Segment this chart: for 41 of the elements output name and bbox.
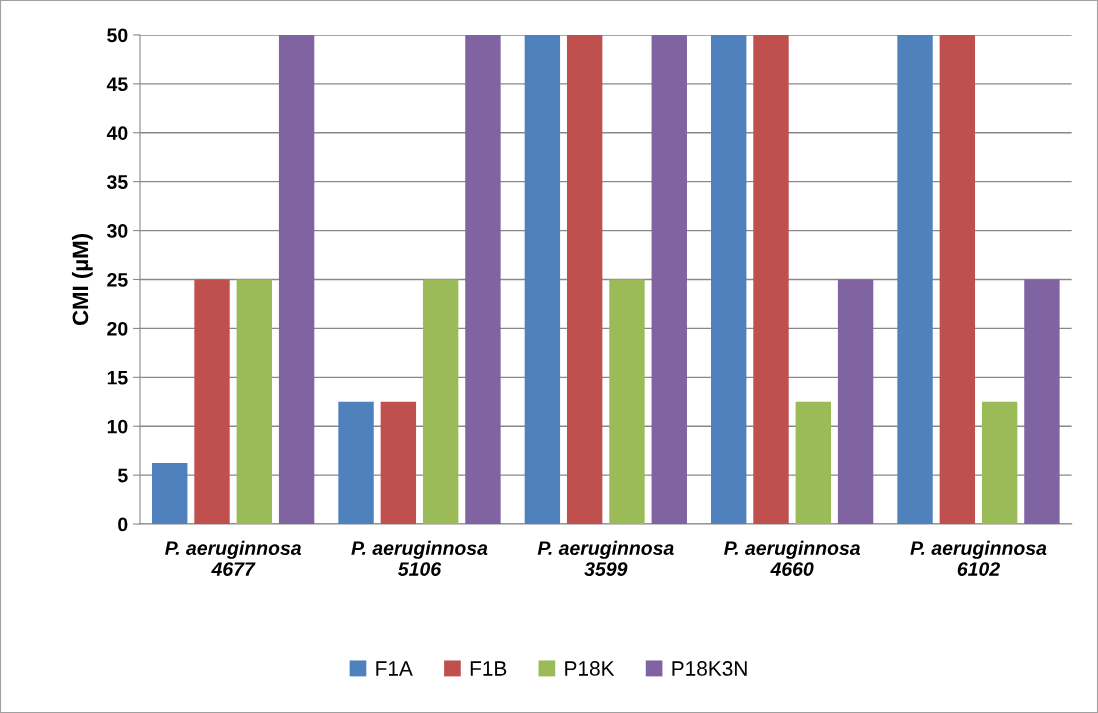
y-axis-title: CMI (µM)	[71, 234, 93, 326]
y-tick-label: 40	[106, 126, 128, 140]
bar	[422, 279, 459, 525]
bar	[524, 34, 561, 525]
x-tick-label: P. aeruginnosa 4677	[165, 540, 302, 576]
bar	[566, 34, 603, 525]
bar	[152, 462, 188, 525]
bar	[338, 401, 374, 525]
bar	[194, 279, 230, 525]
x-tick-label: P. aeruginnosa 3599	[537, 540, 674, 576]
y-tick-label: 10	[107, 419, 128, 434]
x-tick-label: P. aeruginnosa 6102	[910, 540, 1047, 576]
x-tick-label: P. aeruginnosa 4660	[724, 540, 861, 576]
bar	[795, 401, 831, 525]
y-tick-label: 0	[118, 517, 128, 532]
bar	[1024, 279, 1060, 525]
y-tick-label: 45	[106, 77, 128, 92]
y-tick-label: 20	[107, 321, 128, 336]
bar	[651, 34, 687, 525]
legend-label: F1B	[470, 661, 507, 676]
y-tick-label: 15	[107, 370, 128, 385]
x-tick-label: P. aeruginnosa 5106	[351, 540, 488, 576]
y-tick-label: 35	[107, 175, 128, 189]
bar	[711, 34, 747, 525]
bar	[897, 34, 933, 525]
bar	[753, 34, 789, 525]
legend-label: P18K	[565, 661, 615, 676]
y-tick-label: 5	[117, 468, 128, 483]
bar	[939, 34, 976, 525]
bar	[278, 34, 315, 525]
y-tick-label: 50	[107, 28, 128, 43]
bar	[236, 279, 273, 525]
legend-label: P18K3N	[672, 661, 747, 676]
y-tick-label: 30	[107, 224, 128, 238]
bar	[609, 279, 645, 525]
bar	[465, 34, 501, 525]
legend-label: F1A	[376, 661, 413, 676]
bar	[380, 401, 417, 525]
y-tick-label: 25	[107, 272, 128, 287]
bar	[837, 279, 874, 525]
bar	[981, 401, 1018, 525]
